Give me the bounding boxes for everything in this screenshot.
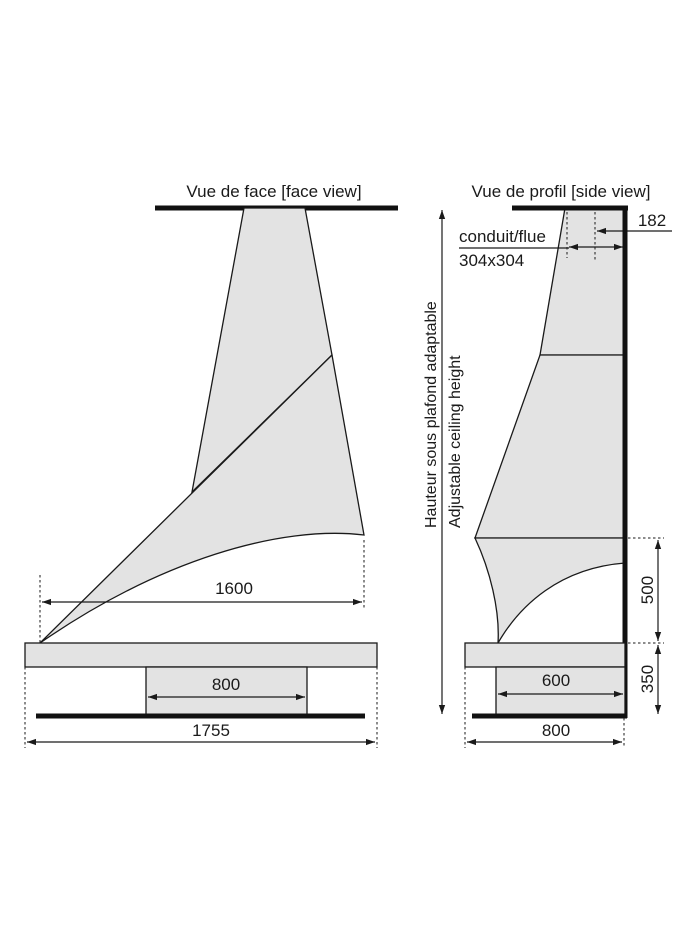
side-dim-base-height: 350 — [638, 665, 657, 693]
side-dim-hood-height: 500 — [638, 576, 657, 604]
side-flue-label: conduit/flue — [459, 227, 546, 246]
side-lower-hood-shape — [473, 537, 626, 644]
front-dim-hood-width: 1600 — [215, 579, 253, 598]
side-hood-shape — [474, 354, 626, 539]
front-dim-opening: 800 — [212, 675, 240, 694]
side-view-title: Vue de profil [side view] — [472, 182, 651, 201]
front-dim-total-width: 1755 — [192, 721, 230, 740]
side-duct-shape — [539, 207, 626, 356]
side-height-label-en: Adjustable ceiling height — [447, 355, 464, 528]
front-hearth-slab — [24, 642, 378, 668]
side-dim-offset: 182 — [638, 211, 666, 230]
side-hearth-slab — [464, 642, 626, 668]
front-base-block — [145, 666, 308, 716]
side-view: Vue de profil [side view] Hauteur sous p… — [423, 182, 672, 748]
side-flue-size: 304x304 — [459, 251, 524, 270]
side-dim-opening-depth: 600 — [542, 671, 570, 690]
side-height-label-fr: Hauteur sous plafond adaptable — [423, 301, 440, 528]
front-view-title: Vue de face [face view] — [186, 182, 361, 201]
front-view: Vue de face [face view] 1600 800 1755 — [24, 182, 398, 748]
side-dim-total-depth: 800 — [542, 721, 570, 740]
front-hood-shape — [39, 353, 365, 644]
